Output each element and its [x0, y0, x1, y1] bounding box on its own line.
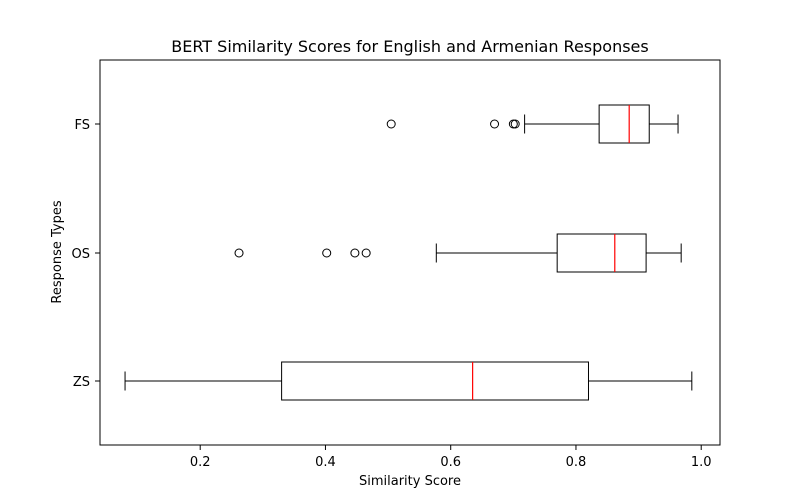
y-tick-label: FS — [74, 118, 90, 133]
x-tick-label: 0.8 — [566, 455, 587, 470]
outlier-point — [361, 248, 371, 258]
iqr-box — [281, 361, 589, 401]
x-tick-label: 0.2 — [190, 455, 211, 470]
iqr-box — [556, 233, 647, 273]
x-tick-label: 1.0 — [691, 455, 712, 470]
x-axis-ticks: 0.2 0.4 0.6 0.8 1.0 — [190, 445, 712, 470]
x-axis-label: Similarity Score — [359, 474, 461, 489]
outlier-point — [234, 248, 244, 258]
outlier-point — [510, 119, 520, 129]
chart-title: BERT Similarity Scores for English and A… — [171, 37, 648, 56]
y-axis-label: Response Types — [50, 200, 65, 303]
y-tick-label: OS — [72, 247, 90, 262]
y-axis-ticks: ZS OS FS — [72, 118, 100, 390]
y-tick-label: ZS — [73, 375, 90, 390]
outlier-point — [350, 248, 360, 258]
iqr-box — [598, 104, 650, 144]
outlier-point — [322, 248, 332, 258]
outlier-point — [490, 119, 500, 129]
outlier-point — [508, 119, 518, 129]
x-tick-label: 0.6 — [440, 455, 461, 470]
plot-area-frame — [99, 59, 721, 446]
box-group — [124, 104, 693, 401]
box-zs — [124, 361, 693, 401]
box-fs — [386, 104, 679, 144]
x-tick-label: 0.4 — [315, 455, 336, 470]
box-os — [234, 233, 682, 273]
outlier-point — [386, 119, 396, 129]
